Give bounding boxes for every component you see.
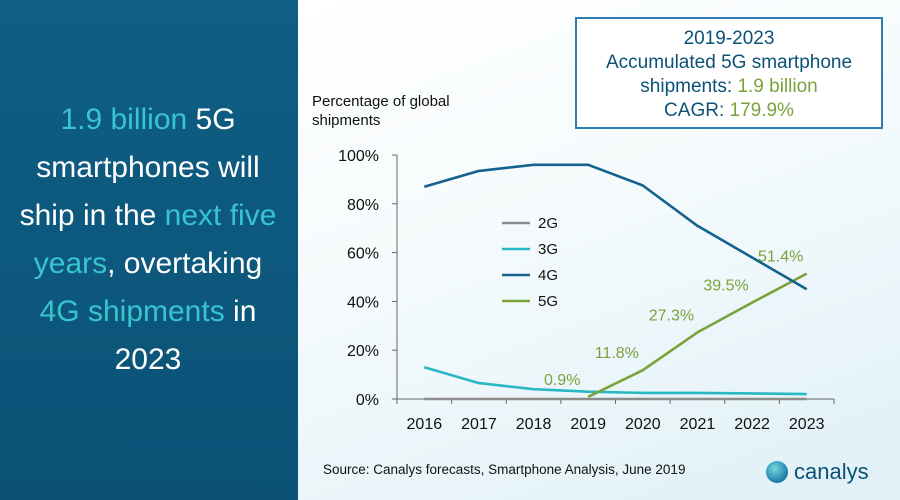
summary-cagr-value: 179.9%: [729, 100, 794, 121]
y-tick-label: 60%: [347, 246, 379, 263]
headline-highlight-period: next five years: [33, 199, 277, 280]
y-tick-label: 80%: [347, 197, 379, 214]
summary-title: Accumulated 5G smartphone: [605, 52, 853, 73]
series-line-4g: [423, 163, 808, 291]
series-line-3g: [423, 366, 807, 396]
legend-label-5g: 5G: [538, 293, 558, 310]
data-label-5g: 39.5%: [703, 278, 748, 295]
legend-label-3g: 3G: [538, 241, 558, 258]
y-tick-label: 100%: [338, 148, 379, 165]
headline-highlight-4g: 4G shipments: [39, 295, 225, 328]
x-tick-label: 2021: [680, 416, 716, 433]
canalys-logo-icon: [766, 461, 788, 483]
legend-label-2g: 2G: [538, 215, 558, 232]
summary-box: 2019-2023 Accumulated 5G smartphone ship…: [575, 17, 883, 129]
summary-period: 2019-2023: [683, 28, 775, 49]
summary-shipments: shipments: 1.9 billion: [577, 75, 881, 99]
y-tick-label: 0%: [356, 392, 379, 409]
headline-segment: 5G smartphones will ship in the: [19, 103, 260, 232]
x-tick-label: 2023: [789, 416, 825, 433]
data-label-5g: 51.4%: [758, 249, 803, 266]
x-tick-label: 2020: [625, 416, 661, 433]
y-tick-label: 20%: [347, 343, 379, 360]
summary-cagr-label: CAGR:: [664, 100, 730, 121]
y-tick-label: 40%: [347, 294, 379, 311]
summary-cagr: CAGR: 179.9%: [577, 99, 881, 123]
headline-panel: 1.9 billion 5G smartphones will ship in …: [0, 0, 298, 500]
summary-shipments-label: shipments:: [640, 76, 738, 97]
x-tick-label: 2018: [516, 416, 552, 433]
headline-segment: , overtaking: [107, 247, 263, 280]
x-tick-label: 2019: [570, 416, 606, 433]
data-label-5g: 27.3%: [649, 307, 694, 324]
x-tick-label: 2022: [734, 416, 770, 433]
canalys-logo: canalys: [766, 458, 869, 486]
summary-shipments-value: 1.9 billion: [737, 76, 818, 97]
data-label-5g: 11.8%: [595, 345, 639, 362]
headline-text: 1.9 billion 5G smartphones will ship in …: [14, 96, 282, 384]
series-line-5g: [587, 272, 808, 398]
canalys-logo-text: canalys: [794, 459, 869, 484]
y-axis-label: Percentage of global shipments: [312, 92, 452, 130]
data-label-5g: 0.9%: [544, 372, 580, 389]
headline-segment: in 2023: [114, 295, 257, 376]
headline-highlight-amount: 1.9 billion: [60, 103, 188, 136]
x-tick-label: 2016: [407, 416, 443, 433]
x-tick-label: 2017: [461, 416, 497, 433]
legend-label-4g: 4G: [538, 267, 558, 284]
y-axis-label-text: Percentage of global shipments: [312, 93, 450, 129]
source-note: Source: Canalys forecasts, Smartphone An…: [323, 462, 686, 477]
